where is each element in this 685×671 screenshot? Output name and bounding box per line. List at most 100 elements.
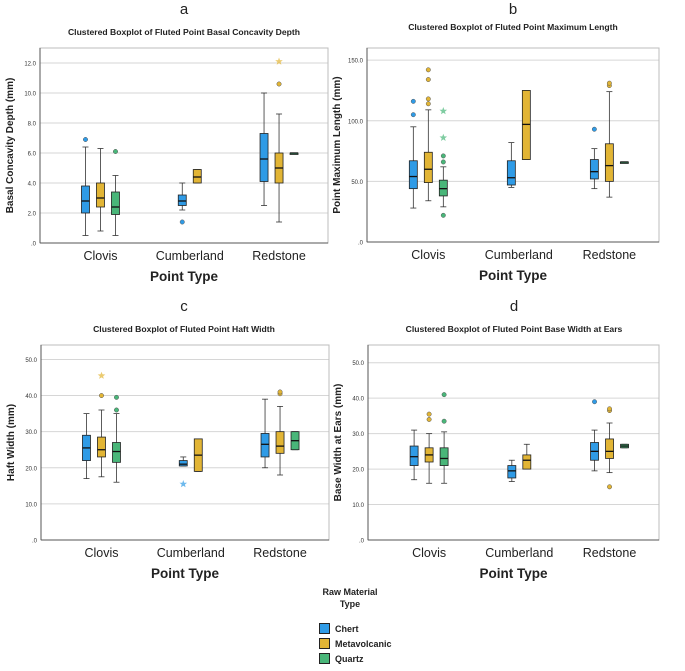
y-axis-label: Basal Concavity Depth (mm) bbox=[5, 78, 16, 214]
x-tick-label: Clovis bbox=[412, 546, 446, 560]
outlier-point bbox=[179, 219, 185, 225]
legend-swatch-chert bbox=[319, 623, 330, 634]
extreme-point bbox=[439, 107, 448, 115]
x-tick-label: Clovis bbox=[83, 249, 117, 263]
outlier-point bbox=[607, 484, 612, 490]
box-clovis-metavolcanic bbox=[97, 371, 106, 478]
x-tick-label: Cumberland bbox=[485, 248, 553, 262]
extreme-point bbox=[275, 57, 283, 65]
y-tick-label: 10.0 bbox=[352, 503, 364, 509]
panel-title: Clustered Boxplot of Fluted Point Maximu… bbox=[408, 22, 618, 32]
outlier-point bbox=[425, 77, 431, 82]
box-redstone-chert bbox=[259, 92, 269, 206]
box-iqr bbox=[81, 185, 90, 214]
box-clovis-quartz bbox=[438, 107, 448, 218]
outlier-point bbox=[441, 418, 447, 424]
y-axis-label: Point Maximum Length (mm) bbox=[332, 76, 343, 213]
outlier-point bbox=[114, 407, 119, 413]
box-iqr bbox=[260, 433, 270, 458]
y-tick-label: 30.0 bbox=[352, 432, 364, 438]
box-cumberland-chert bbox=[507, 459, 517, 482]
panel-title: Clustered Boxplot of Fluted Point Haft W… bbox=[93, 324, 275, 334]
box-iqr bbox=[522, 454, 532, 470]
box-clovis-chert bbox=[81, 137, 90, 236]
y-tick-label: 6.0 bbox=[28, 152, 37, 158]
outlier-point bbox=[425, 67, 431, 73]
x-axis-label: Point Type bbox=[479, 566, 547, 581]
y-tick-label: .0 bbox=[359, 539, 365, 545]
outlier-point bbox=[591, 126, 597, 132]
legend-label-quartz: Quartz bbox=[335, 653, 364, 664]
x-tick-label: Redstone bbox=[583, 248, 637, 262]
box-clovis-chert bbox=[409, 429, 419, 481]
plot-frame bbox=[39, 47, 329, 244]
x-axis-label: Point Type bbox=[151, 566, 219, 581]
extreme-point bbox=[179, 480, 188, 488]
y-axis-label: Base Width at Ears (mm) bbox=[333, 384, 344, 502]
box-clovis-metavolcanic bbox=[424, 411, 434, 484]
legend-swatch-metavolcanic bbox=[319, 638, 330, 649]
panel-title: Clustered Boxplot of Fluted Point Base W… bbox=[406, 324, 623, 334]
box-iqr bbox=[177, 194, 187, 206]
box-clovis-chert bbox=[408, 98, 418, 209]
y-tick-label: 20.0 bbox=[25, 466, 37, 472]
x-axis-label: Point Type bbox=[479, 268, 547, 283]
y-tick-label: 10.0 bbox=[25, 502, 37, 508]
panel-d: d Clustered Boxplot of Fluted Point Base … bbox=[333, 298, 660, 581]
box-cumberland-chert bbox=[177, 182, 187, 225]
legend-title-line2: Type bbox=[339, 599, 361, 609]
x-tick-label: Redstone bbox=[252, 249, 306, 263]
panel-letter: b bbox=[509, 1, 517, 18]
box-cumberland-metavolcanic bbox=[522, 443, 532, 470]
panel-letter: d bbox=[510, 298, 518, 315]
legend-title: Raw Material Type bbox=[300, 586, 400, 610]
y-tick-label: .0 bbox=[358, 241, 364, 247]
panel-title: Clustered Boxplot of Fluted Point Basal … bbox=[68, 27, 300, 37]
outlier-point bbox=[440, 153, 446, 159]
y-tick-label: 8.0 bbox=[28, 122, 37, 128]
outlier-point bbox=[277, 389, 283, 395]
panel-b: b Clustered Boxplot of Fluted Point Maxim… bbox=[332, 1, 660, 283]
outlier-point bbox=[410, 112, 416, 118]
box-iqr bbox=[259, 133, 269, 182]
y-tick-label: 50.0 bbox=[25, 358, 37, 364]
outlier-point bbox=[607, 406, 612, 412]
legend-label-chert: Chert bbox=[335, 623, 359, 634]
x-tick-label: Redstone bbox=[253, 546, 307, 560]
box-iqr bbox=[439, 447, 449, 466]
box-iqr bbox=[275, 431, 285, 454]
y-tick-label: 50.0 bbox=[351, 180, 363, 186]
outlier-point bbox=[425, 96, 431, 102]
outlier-point bbox=[410, 98, 416, 104]
x-tick-label: Clovis bbox=[411, 248, 445, 262]
legend: Chert Metavolcanic Quartz bbox=[319, 621, 392, 666]
y-tick-label: 2.0 bbox=[28, 212, 37, 218]
x-tick-label: Cumberland bbox=[157, 546, 225, 560]
box-redstone-metavolcanic bbox=[605, 406, 614, 490]
y-tick-label: 12.0 bbox=[24, 62, 36, 68]
box-clovis-metavolcanic bbox=[423, 67, 433, 202]
outlier-point bbox=[276, 81, 282, 87]
box-iqr bbox=[409, 445, 419, 466]
x-tick-label: Clovis bbox=[84, 546, 118, 560]
box-cumberland-metavolcanic bbox=[521, 90, 531, 160]
extreme-point bbox=[439, 133, 448, 141]
x-tick-label: Cumberland bbox=[156, 249, 224, 263]
x-tick-label: Cumberland bbox=[485, 546, 553, 560]
box-cumberland-chert bbox=[506, 142, 516, 188]
y-tick-label: 20.0 bbox=[352, 468, 364, 474]
box-iqr bbox=[178, 460, 188, 467]
legend-item-chert: Chert bbox=[319, 621, 392, 636]
box-iqr bbox=[506, 160, 516, 186]
box-iqr bbox=[604, 143, 614, 182]
panel-letter: a bbox=[180, 1, 189, 18]
box-iqr bbox=[605, 438, 614, 459]
legend-label-metavolcanic: Metavolcanic bbox=[335, 638, 392, 649]
outlier-point bbox=[426, 411, 432, 417]
box-iqr bbox=[192, 169, 202, 184]
box-cumberland-metavolcanic bbox=[192, 169, 202, 184]
box-redstone-quartz bbox=[619, 161, 629, 164]
box-iqr bbox=[111, 191, 120, 215]
outlier-point bbox=[83, 137, 88, 142]
outlier-point bbox=[441, 392, 447, 398]
